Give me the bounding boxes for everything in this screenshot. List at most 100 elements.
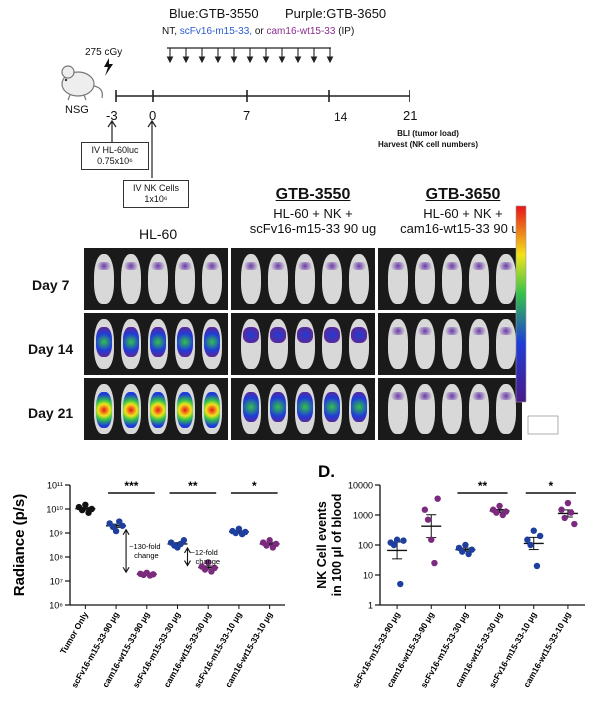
data-point	[201, 566, 209, 573]
y-axis-title: Radiance (p/s)	[11, 494, 28, 597]
data-point	[88, 505, 95, 513]
day-21-label: Day 21	[28, 405, 74, 421]
treatment-arrowhead	[262, 56, 270, 64]
endpoint-line2: Harvest (NK cell numbers)	[378, 140, 479, 149]
y-tick-label: 10¹⁰	[46, 505, 63, 515]
bioluminescence-signal	[390, 392, 406, 400]
bioluminescence-signal	[498, 262, 514, 270]
treatment-arrowhead	[230, 56, 238, 64]
bioluminescence-signal	[390, 327, 406, 335]
y-tick-label: 1	[368, 601, 373, 611]
significance-label: *	[548, 479, 553, 493]
data-point	[431, 559, 438, 567]
bli-image-panel	[84, 378, 228, 440]
y-axis-title-line1: NK Cell events	[315, 501, 329, 589]
bli-image-panel	[378, 248, 522, 310]
panel-label: D.	[318, 462, 335, 481]
data-point	[112, 527, 120, 535]
significance-label: *	[252, 479, 257, 493]
box-nk-injection: IV NK Cells 1x10⁶	[123, 180, 189, 208]
bli-image-panel	[378, 313, 522, 375]
data-point	[465, 550, 472, 558]
bioluminescence-signal	[96, 262, 112, 270]
data-point	[496, 502, 503, 510]
bioluminescence-signal	[204, 262, 220, 270]
bioluminescence-signal	[390, 262, 406, 270]
data-point	[397, 580, 404, 588]
timeline	[115, 47, 410, 102]
box-nk-line1: IV NK Cells	[132, 183, 179, 193]
group-3550-line2: scFv16-m15-33 90 ug	[249, 221, 377, 236]
strain-label: NSG	[65, 104, 89, 116]
x-tick-label: Tumor Only	[58, 610, 90, 656]
bioluminescence-signal	[351, 262, 367, 270]
treatment-arrowhead	[294, 56, 302, 64]
y-tick-label: 10¹¹	[47, 481, 63, 491]
bioluminescence-signal	[417, 392, 433, 400]
group-3550-line1: HL-60 + NK +	[273, 206, 353, 221]
bli-image-panel	[231, 378, 375, 440]
bioluminescence-signal	[123, 327, 139, 357]
bioluminescence-signal	[471, 262, 487, 270]
data-point	[530, 527, 537, 534]
timeline-label-21: 21	[403, 108, 418, 123]
bioluminescence-signal	[177, 392, 193, 428]
y-tick-label: 10⁷	[50, 577, 63, 587]
data-point	[390, 541, 398, 549]
data-point	[205, 559, 212, 566]
data-point	[561, 514, 568, 522]
endpoint-note: BLI (tumor load) Harvest (NK cell number…	[378, 128, 478, 150]
treatment-scfv: scFv16-m15-33,	[179, 26, 253, 37]
data-point	[502, 508, 510, 515]
schematic-arrows	[107, 119, 157, 178]
data-point	[434, 495, 441, 502]
fold-change-label: ~12-fold	[191, 548, 218, 557]
data-point	[462, 541, 469, 549]
fold-change-label: change	[134, 551, 159, 560]
bioluminescence-signal	[177, 327, 193, 357]
lightning-icon	[104, 58, 113, 76]
legend-purple: Purple:GTB-3650	[285, 6, 387, 21]
treatment-arrowhead	[182, 56, 190, 64]
data-point	[493, 509, 500, 516]
bioluminescence-signal	[324, 262, 340, 270]
bioluminescence-signal	[417, 327, 433, 335]
timeline-label-0: 0	[149, 108, 157, 123]
treatment-arrowhead	[310, 56, 318, 64]
bli-image-panel	[84, 313, 228, 375]
bioluminescence-signal	[444, 327, 460, 335]
bioluminescence-signal	[297, 327, 313, 343]
data-point	[272, 540, 280, 548]
data-point	[119, 522, 126, 529]
treatment-prefix: NT,	[162, 26, 177, 37]
data-point	[78, 506, 86, 514]
data-point	[180, 537, 188, 544]
y-tick-label: 1000	[353, 511, 373, 521]
treatment-arrowhead	[214, 56, 222, 64]
y-tick-label: 10⁹	[49, 529, 63, 539]
treatment-arrowhead	[166, 56, 174, 64]
bli-image-panel	[231, 248, 375, 310]
data-point	[428, 536, 435, 543]
bioluminescence-signal	[351, 392, 367, 422]
bli-image-panel	[84, 248, 228, 310]
group-3650-header: GTB-3650 HL-60 + NK + cam16-wt15-33 90 u…	[393, 186, 533, 236]
treatment-arrowhead	[246, 56, 254, 64]
bioluminescence-signal	[324, 327, 340, 343]
box-nk-line2: 1x10⁶	[144, 194, 168, 204]
data-point	[564, 499, 572, 507]
group-3550-header: GTB-3550 HL-60 + NK + scFv16-m15-33 90 u…	[243, 186, 383, 236]
bioluminescence-signal	[96, 327, 112, 357]
fold-change-label: ~130-fold	[129, 542, 160, 551]
box-hl60-line1: IV HL-60luc	[91, 145, 139, 155]
bioluminescence-signal	[177, 262, 193, 270]
bioluminescence-signal	[471, 327, 487, 335]
data-point	[149, 571, 157, 578]
dose-label: 275 cGy	[85, 47, 123, 58]
fold-change-arrowhead	[122, 566, 130, 574]
data-point	[468, 546, 476, 553]
bioluminescence-signal	[123, 262, 139, 270]
data-point	[235, 525, 243, 532]
bli-image-panel	[378, 378, 522, 440]
